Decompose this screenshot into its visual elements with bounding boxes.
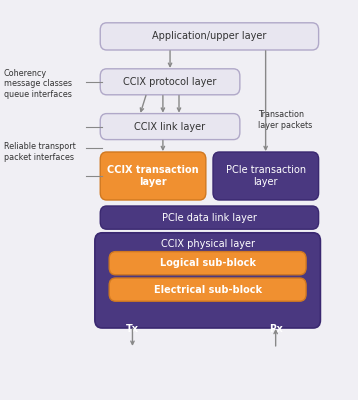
Text: Transaction
layer packets: Transaction layer packets xyxy=(258,110,312,130)
FancyBboxPatch shape xyxy=(109,278,306,301)
Text: Electrical sub-block: Electrical sub-block xyxy=(154,285,262,294)
FancyBboxPatch shape xyxy=(100,114,240,140)
Text: Reliable transport
packet interfaces: Reliable transport packet interfaces xyxy=(4,142,75,162)
Text: Rx: Rx xyxy=(269,324,282,334)
FancyBboxPatch shape xyxy=(95,233,320,328)
Text: CCIX physical layer: CCIX physical layer xyxy=(161,238,255,248)
Text: Tx: Tx xyxy=(126,324,139,334)
FancyBboxPatch shape xyxy=(100,69,240,95)
Text: CCIX transaction
layer: CCIX transaction layer xyxy=(107,165,199,187)
FancyBboxPatch shape xyxy=(109,252,306,275)
Text: CCIX protocol layer: CCIX protocol layer xyxy=(124,77,217,87)
Text: PCIe data link layer: PCIe data link layer xyxy=(162,213,257,222)
FancyBboxPatch shape xyxy=(100,23,319,50)
Text: Coherency
message classes
queue interfaces: Coherency message classes queue interfac… xyxy=(4,69,72,99)
FancyBboxPatch shape xyxy=(213,152,319,200)
Text: CCIX link layer: CCIX link layer xyxy=(135,122,205,132)
Text: Logical sub-block: Logical sub-block xyxy=(160,258,256,268)
Text: PCIe transaction
layer: PCIe transaction layer xyxy=(226,165,306,187)
Text: Application/upper layer: Application/upper layer xyxy=(152,31,267,41)
FancyBboxPatch shape xyxy=(100,152,206,200)
FancyBboxPatch shape xyxy=(100,206,319,229)
